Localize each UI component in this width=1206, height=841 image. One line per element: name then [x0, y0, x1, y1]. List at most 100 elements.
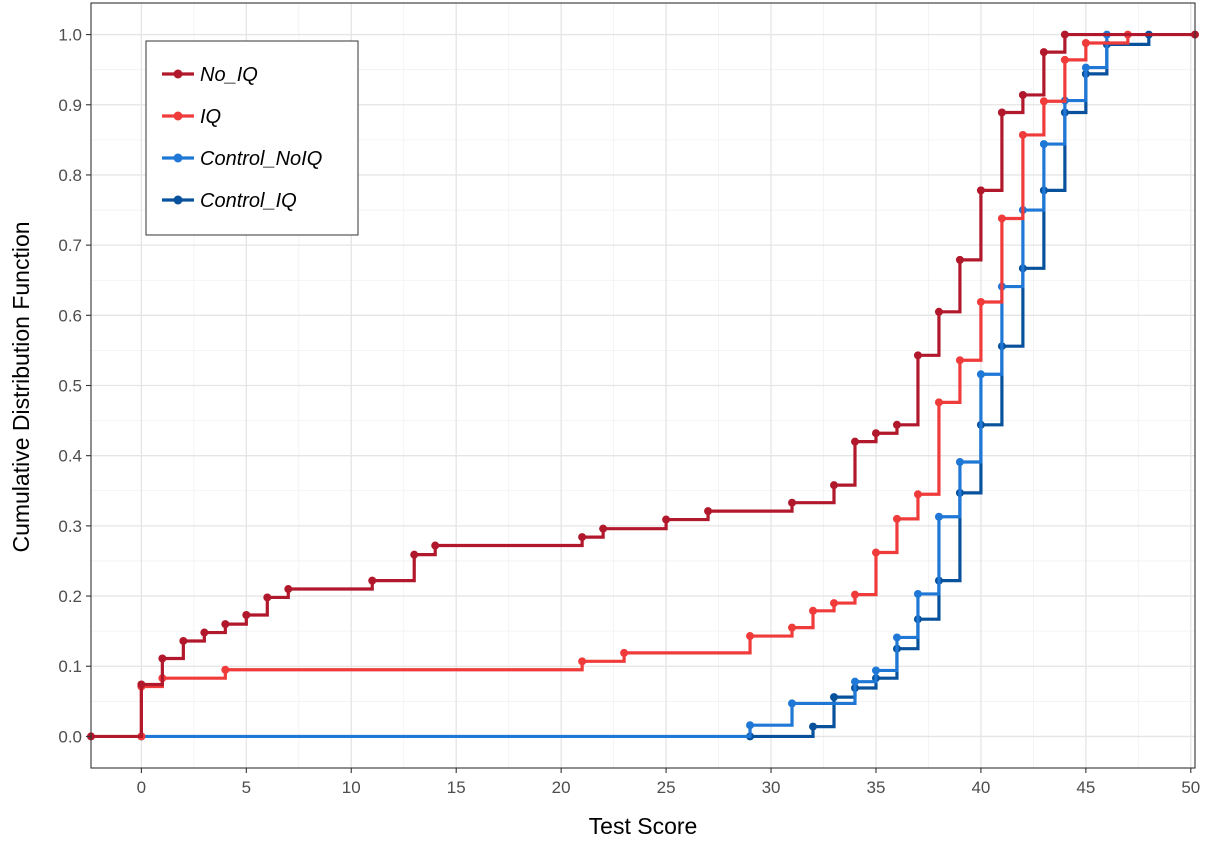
x-tick-label: 45 [1076, 778, 1095, 797]
data-point-no-iq [137, 680, 146, 689]
legend-label: No_IQ [200, 64, 258, 86]
data-point-iq [850, 590, 859, 599]
data-point-iq [221, 665, 230, 674]
x-tick-label: 10 [342, 778, 361, 797]
series-line-control-noiq [141, 34, 1109, 739]
data-point-iq [809, 606, 818, 615]
data-point-no-iq [1039, 48, 1048, 57]
y-tick-label: 1.0 [58, 26, 82, 45]
data-point-control-noiq [976, 370, 985, 379]
data-point-no-iq [179, 636, 188, 645]
x-tick-label: 35 [867, 778, 886, 797]
data-point-iq [1060, 55, 1069, 64]
data-point-control-noiq [892, 633, 901, 642]
x-tick-label: 15 [447, 778, 466, 797]
data-point-iq [871, 548, 880, 557]
x-tick-label: 25 [657, 778, 676, 797]
legend-label: Control_NoIQ [200, 148, 322, 170]
data-point-control-noiq [955, 458, 964, 466]
data-point-no-iq [892, 420, 901, 429]
x-tick-label: 50 [1181, 778, 1200, 797]
data-point-no-iq [1060, 30, 1069, 39]
legend-key-point [173, 153, 183, 163]
data-point-no-iq [200, 628, 209, 637]
legend-key-point [173, 195, 183, 205]
y-axis: 0.0 0.1 0.2 0.3 0.4 0.5 0.6 0.7 0.8 0.9 1.0 [58, 26, 91, 746]
legend-label: IQ [200, 106, 221, 128]
legend-item-iq: IQ [162, 106, 221, 128]
series-line-iq [139, 34, 1130, 737]
data-point-control-noiq [746, 721, 755, 730]
data-point-no-iq [976, 186, 985, 195]
x-axis: 0 5 10 15 20 25 30 35 40 45 50 [137, 768, 1200, 797]
grid [91, 3, 1195, 768]
legend-item-control-noiq: Control_NoIQ [162, 148, 322, 170]
y-tick-label: 0.6 [58, 306, 82, 325]
y-tick-label: 0.2 [58, 587, 82, 606]
data-point-control-iq [809, 722, 818, 731]
x-tick-label: 5 [242, 778, 251, 797]
data-point-iq [829, 599, 838, 608]
data-point-no-iq [788, 498, 797, 507]
y-tick-label: 0.3 [58, 517, 82, 536]
data-point-control-noiq [934, 512, 943, 521]
y-tick-label: 0.5 [58, 377, 82, 396]
series-line-no-iq [91, 32, 1195, 739]
data-point-no-iq [997, 108, 1006, 117]
data-point-no-iq [850, 437, 859, 446]
series-layer [87, 30, 1199, 741]
y-tick-label: 0.4 [58, 447, 82, 466]
data-point-iq [578, 657, 587, 666]
y-tick-label: 0.1 [58, 657, 82, 676]
data-point-iq [955, 356, 964, 365]
y-tick-label: 0.7 [58, 236, 82, 255]
x-tick-label: 30 [762, 778, 781, 797]
y-tick-label: 0.9 [58, 96, 82, 115]
data-point-control-noiq [1039, 140, 1048, 149]
data-point-iq [934, 398, 943, 407]
data-point-no-iq [431, 541, 440, 550]
data-point-no-iq [1018, 90, 1027, 99]
data-point-no-iq [829, 481, 838, 490]
data-point-no-iq [410, 550, 419, 559]
data-point-iq [1039, 97, 1048, 106]
y-tick-label: 0.8 [58, 166, 82, 185]
data-point-no-iq [955, 255, 964, 264]
x-tick-label: 0 [137, 778, 146, 797]
data-point-no-iq [704, 507, 713, 516]
data-point-no-iq [284, 585, 293, 594]
data-point-no-iq [263, 593, 272, 602]
data-point-control-noiq [788, 699, 797, 708]
legend-key-point [173, 111, 183, 121]
y-tick-label: 0.0 [58, 727, 82, 746]
x-axis-title: Test Score [589, 813, 698, 839]
data-point-iq [1018, 130, 1027, 139]
legend: No_IQ IQ Control_NoIQ Control_IQ [145, 40, 359, 236]
data-point-iq [976, 297, 985, 306]
series-no-iq [87, 30, 1199, 741]
x-tick-label: 40 [971, 778, 990, 797]
data-point-no-iq [368, 576, 377, 585]
x-tick-label: 20 [552, 778, 571, 797]
data-point-no-iq [221, 620, 230, 629]
legend-label: Control_IQ [200, 190, 297, 212]
y-axis-title: Cumulative Distribution Function [8, 221, 34, 552]
data-point-iq [1081, 39, 1090, 48]
data-point-control-noiq [850, 677, 859, 686]
data-point-iq [892, 514, 901, 523]
data-point-no-iq [662, 515, 671, 524]
data-point-control-noiq [913, 589, 922, 598]
data-point-no-iq [242, 611, 251, 619]
data-point-iq [788, 623, 797, 632]
data-point-iq [913, 490, 922, 499]
legend-item-control-iq: Control_IQ [162, 190, 297, 212]
data-point-no-iq [934, 307, 943, 316]
data-point-iq [620, 648, 629, 657]
data-point-no-iq [913, 351, 922, 360]
data-point-no-iq [599, 524, 608, 533]
data-point-control-noiq [871, 666, 880, 675]
legend-item-no-iq: No_IQ [162, 64, 258, 86]
data-point-iq [997, 214, 1006, 223]
data-point-no-iq [578, 533, 587, 542]
